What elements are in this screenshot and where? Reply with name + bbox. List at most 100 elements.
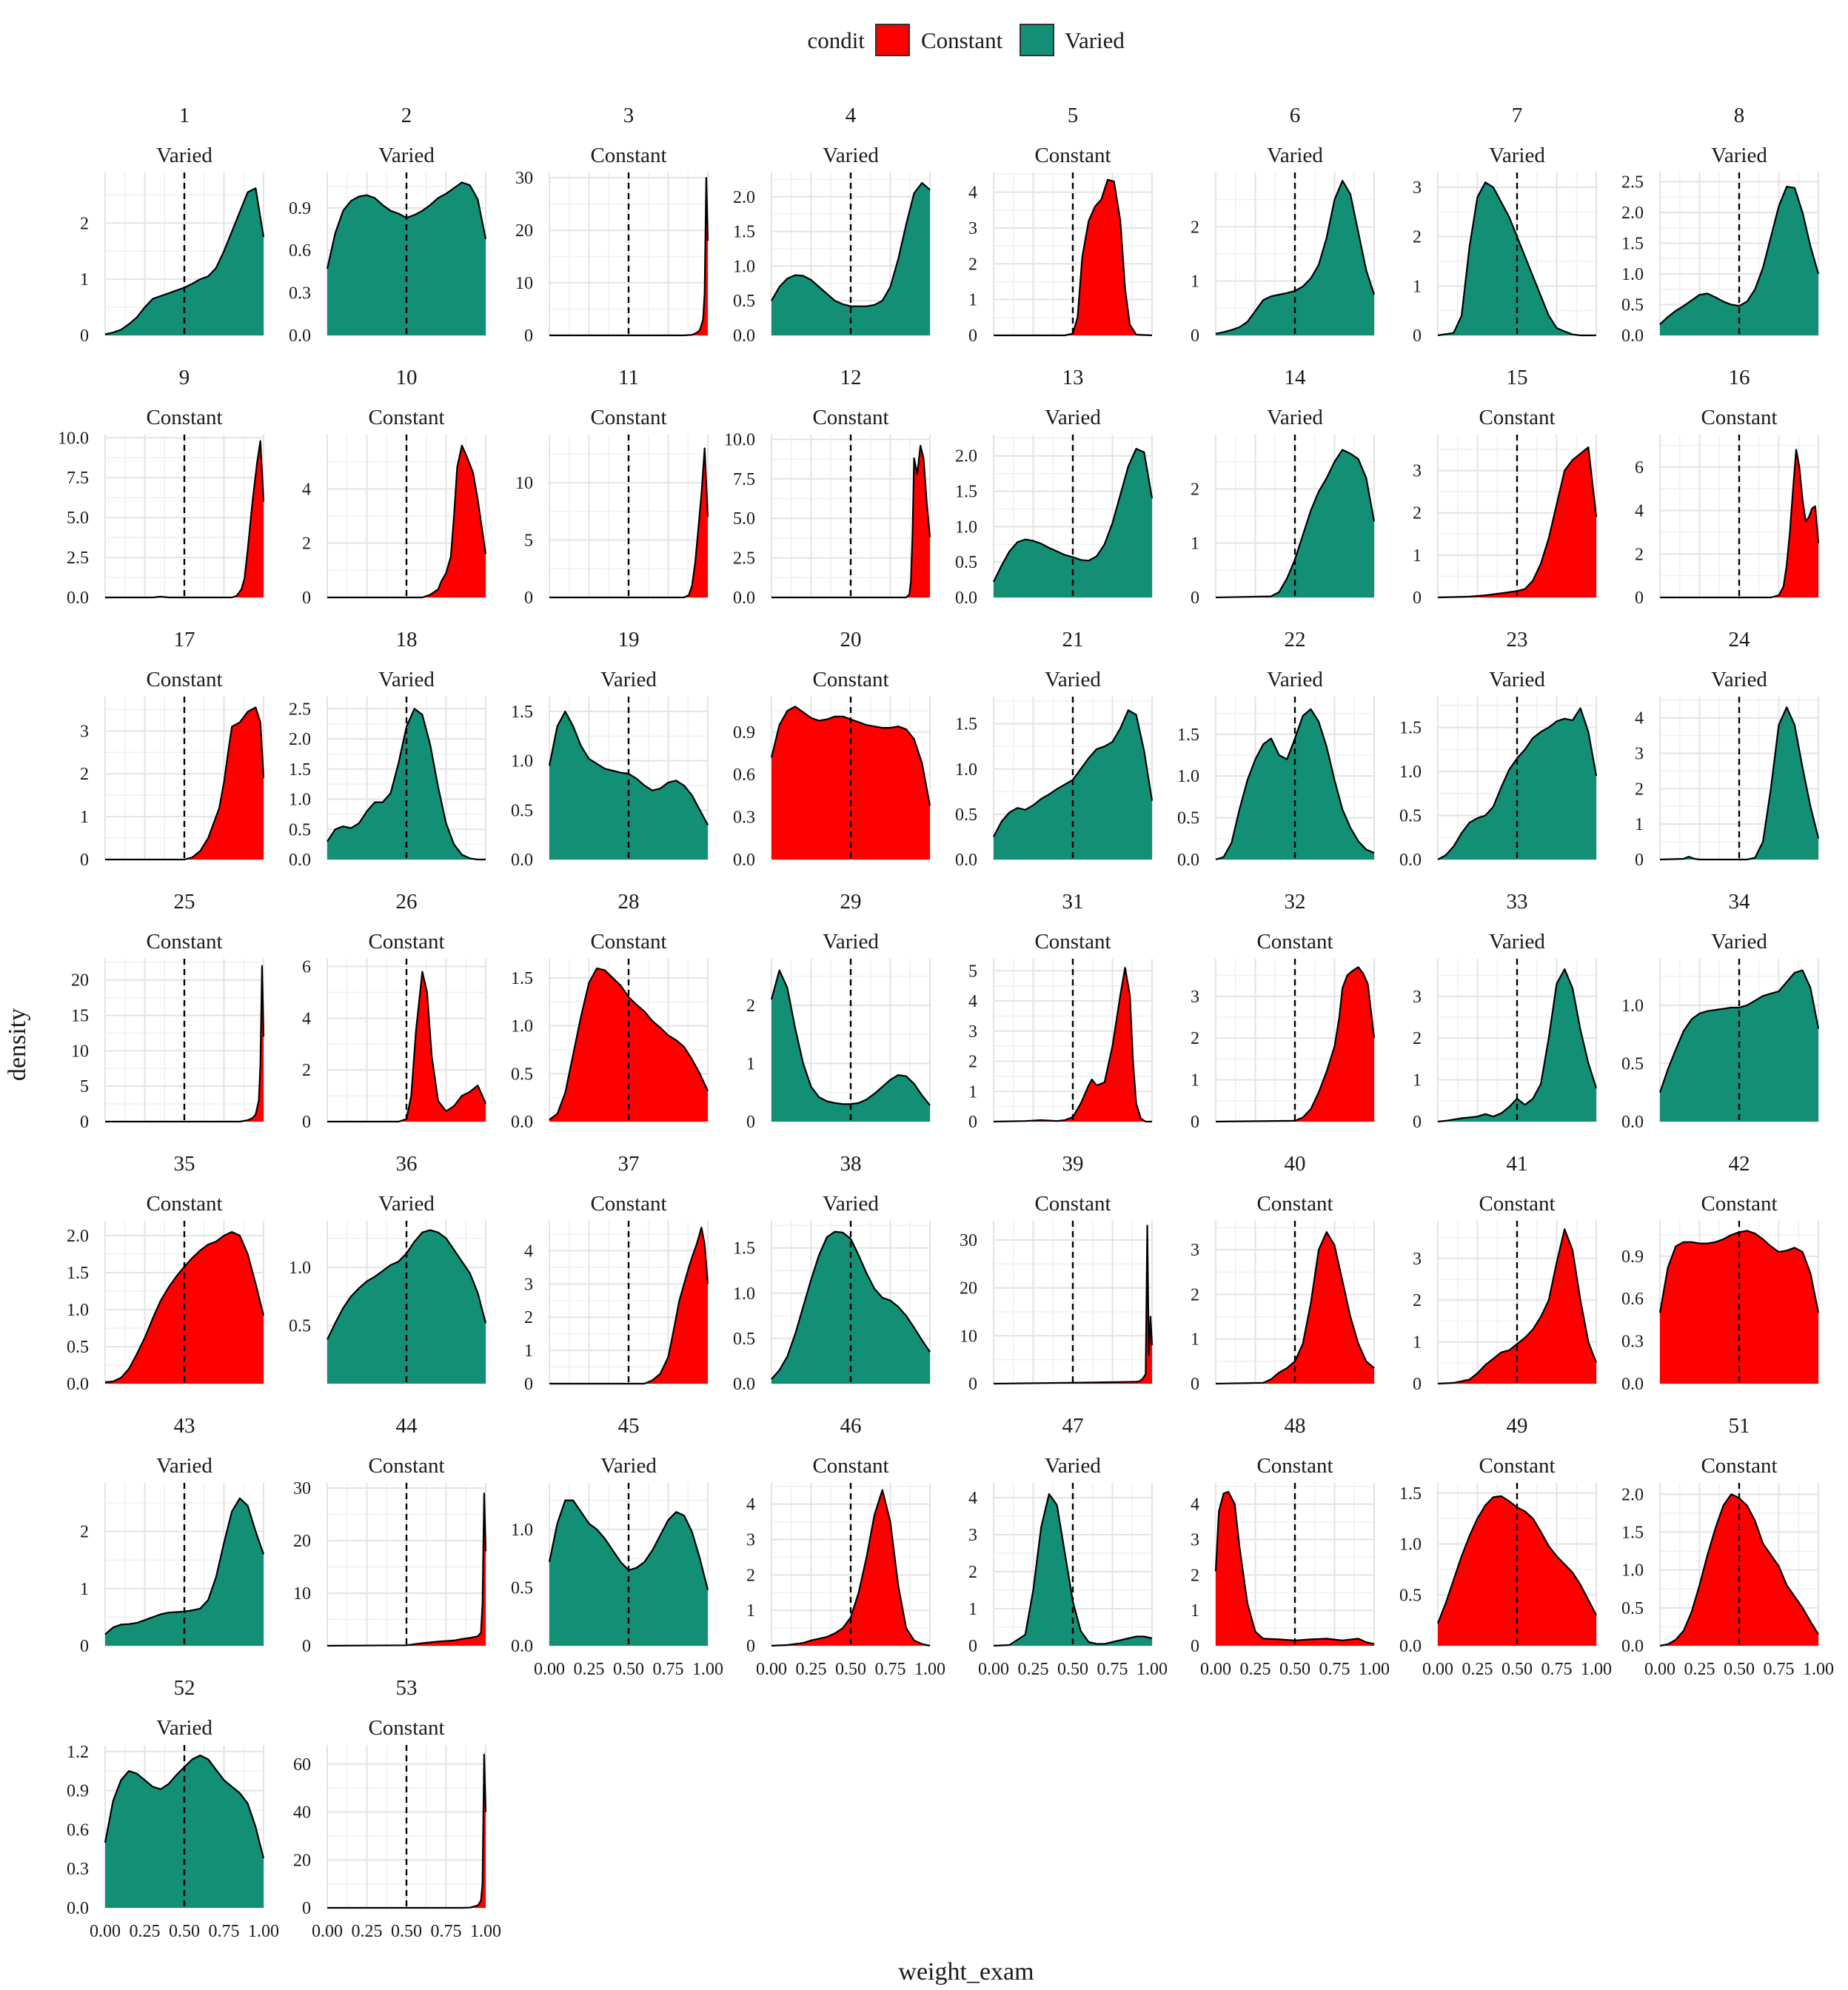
y-tick-label: 0.0 — [67, 589, 89, 608]
facet-strip-id: 34 — [1729, 890, 1751, 914]
facet-panel-48: 0 1 2 3 4 48 Constant 0.00 0.25 0.50 0.75 1.00 — [1191, 1414, 1390, 1679]
facet-strip-id: 33 — [1507, 890, 1528, 914]
density-curve — [993, 967, 1152, 1123]
y-tick-label: 1 — [1191, 1601, 1199, 1621]
facet-strip-condit: Constant — [590, 930, 666, 954]
y-tick-label: 0 — [80, 1113, 89, 1132]
y-tick-label: 30 — [960, 1231, 977, 1250]
facet-strip-condit: Constant — [1256, 1454, 1333, 1478]
density-curve — [994, 178, 1153, 337]
density-curve — [105, 706, 265, 861]
y-tick-label: 0.0 — [1399, 1637, 1422, 1656]
y-tick-label: 2 — [1413, 228, 1422, 247]
density-area-varied — [994, 1494, 1152, 1646]
facet-panel-2: 0.0 0.3 0.6 0.9 2 Varied — [289, 104, 487, 346]
y-tick-label: 3 — [1413, 988, 1422, 1007]
y-tick-label: 0 — [968, 326, 977, 346]
y-tick-label: 0 — [80, 851, 89, 870]
y-tick-label: 1 — [80, 270, 89, 289]
density-area-varied — [1660, 707, 1818, 860]
facet-panel-16: 0 2 4 6 16 Constant — [1635, 366, 1820, 608]
y-tick-label: 2.5 — [733, 549, 755, 569]
facet-strip-id: 10 — [396, 366, 418, 389]
y-tick-label: 1.0 — [511, 1017, 533, 1036]
x-tick-label: 0.25 — [1684, 1660, 1715, 1679]
y-tick-label: 0.5 — [955, 805, 977, 825]
facet-strip-condit: Varied — [1267, 406, 1323, 429]
y-tick-label: 1 — [1191, 1330, 1199, 1350]
facet-panel-15: 0 1 2 3 15 Constant — [1413, 366, 1598, 608]
facet-strip-condit: Constant — [590, 406, 666, 429]
density-area-constant — [994, 968, 1152, 1122]
y-tick-label: 0 — [524, 1375, 533, 1394]
facet-strip-id: 20 — [840, 628, 862, 651]
facet-panel-24: 0 1 2 3 4 24 Varied — [1635, 628, 1820, 870]
facet-strip-id: 40 — [1285, 1152, 1306, 1176]
y-tick-label: 2 — [80, 214, 89, 233]
facet-strip-condit: Constant — [812, 668, 888, 691]
density-curve — [1437, 707, 1598, 860]
facet-strip-id: 11 — [618, 366, 639, 389]
y-tick-label: 2 — [968, 255, 977, 274]
facet-strip-id: 1 — [179, 104, 190, 127]
y-tick-label: 2 — [1191, 480, 1199, 499]
density-area-constant — [549, 1227, 708, 1384]
facet-strip-condit: Varied — [1711, 144, 1767, 167]
y-tick-label: 2 — [1191, 1285, 1199, 1304]
y-tick-label: 2.0 — [1621, 1485, 1644, 1504]
facet-panel-21: 0.0 0.5 1.0 1.5 21 Varied — [955, 628, 1154, 870]
y-tick-label: 2.5 — [1621, 172, 1644, 192]
y-tick-label: 2 — [1635, 780, 1644, 799]
x-tick-label: 0.75 — [1541, 1660, 1573, 1679]
facet-panel-19: 0.0 0.5 1.0 1.5 19 Varied — [511, 628, 709, 870]
facet-panel-38: 0.0 0.5 1.0 1.5 38 Varied — [733, 1152, 931, 1394]
y-tick-label: 0.0 — [733, 326, 755, 346]
y-tick-label: 1.0 — [1177, 767, 1199, 786]
facet-strip-condit: Varied — [156, 144, 212, 167]
y-tick-label: 0.0 — [733, 851, 755, 870]
y-tick-label: 0 — [1191, 589, 1199, 608]
facet-strip-id: 41 — [1507, 1152, 1528, 1176]
x-tick-label: 0.75 — [875, 1660, 906, 1679]
density-curve — [993, 1492, 1153, 1647]
density-curve — [993, 1225, 1154, 1385]
y-tick-label: 0.5 — [511, 1065, 533, 1084]
facet-strip-id: 39 — [1062, 1152, 1084, 1176]
facet-strip-id: 47 — [1062, 1414, 1084, 1438]
x-tick-label: 0.75 — [1764, 1660, 1795, 1679]
y-tick-label: 1.0 — [955, 760, 977, 780]
density-area-constant — [771, 1490, 930, 1646]
facet-strip-id: 26 — [396, 890, 418, 914]
y-tick-label: 1.0 — [289, 1259, 311, 1278]
y-tick-label: 10 — [960, 1327, 977, 1346]
x-tick-label: 0.75 — [431, 1922, 462, 1941]
y-tick-label: 0.5 — [511, 801, 533, 820]
y-tick-label: 0.9 — [289, 199, 311, 218]
facet-strip-id: 31 — [1062, 890, 1084, 914]
y-tick-label: 4 — [302, 1009, 311, 1028]
facet-strip-condit: Varied — [1045, 668, 1101, 691]
y-tick-label: 0 — [1635, 589, 1644, 608]
x-tick-label: 1.00 — [1581, 1660, 1612, 1679]
density-curve — [105, 965, 265, 1123]
x-tick-label: 0.00 — [534, 1660, 565, 1679]
y-axis-title: density — [4, 1008, 31, 1081]
density-curve — [549, 1226, 709, 1385]
y-tick-label: 3 — [1413, 1250, 1422, 1269]
y-tick-label: 0 — [524, 589, 533, 608]
facet-strip-id: 21 — [1062, 628, 1084, 651]
density-curve — [771, 1230, 931, 1380]
y-tick-label: 1 — [1191, 272, 1199, 292]
y-tick-label: 1 — [1413, 277, 1422, 296]
facet-strip-condit: Constant — [1479, 406, 1555, 429]
y-tick-label: 0 — [1191, 326, 1199, 346]
facet-strip-condit: Constant — [146, 406, 222, 429]
facet-strip-condit: Constant — [368, 1454, 444, 1478]
facet-panel-51: 0.0 0.5 1.0 1.5 2.0 51 Constant 0.00 0.25 0.50 0.7… — [1621, 1414, 1834, 1679]
y-tick-label: 1.5 — [511, 969, 533, 988]
y-tick-label: 2.0 — [289, 730, 311, 749]
facet-strip-condit: Constant — [1034, 1192, 1111, 1216]
y-tick-label: 0.5 — [511, 1578, 533, 1598]
y-tick-label: 6 — [1635, 458, 1644, 478]
